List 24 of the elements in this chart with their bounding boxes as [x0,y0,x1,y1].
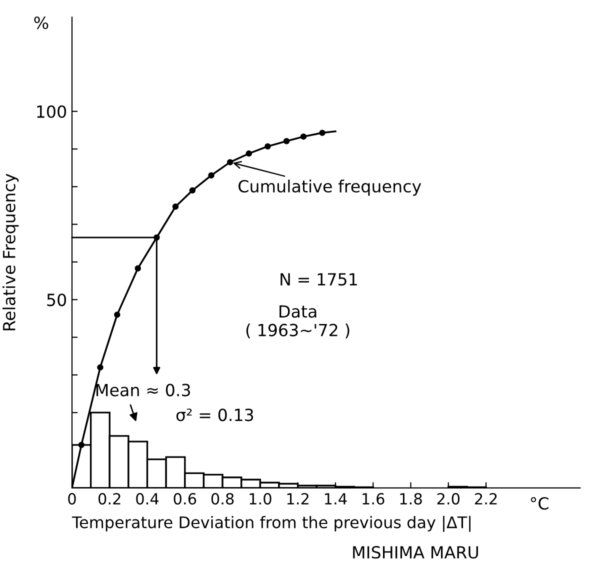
x-tick-label: 0.6 [174,493,196,505]
text: MISHIMA MARU [353,546,478,559]
y-axis-title: Relative Frequency [2,174,19,330]
x-tick-label: 1.0 [250,493,272,505]
annotation: N = 1751 [280,273,357,286]
x-tick-label: 0.4 [136,493,159,505]
text: % [34,16,48,30]
x-tick-label: 2.2 [475,493,497,504]
y-tick-label: 50 [47,294,66,306]
x-tick-label: 1.6 [362,493,384,505]
legend-label: Cumulative frequency [238,180,422,196]
annotation: Mean ≈ 0.3 [96,384,190,396]
annotation: Data ( 1963~'72 ) [246,305,350,338]
x-tick-label: 1.8 [400,493,422,505]
x-tick-label: 0 [68,493,76,505]
y-tick-label: 100 [37,105,66,118]
x-tick-label: 1.2 [287,493,308,504]
text: °C [530,497,548,510]
x-tick-label: 2.0 [437,493,460,505]
x-axis-title: Temperature Deviation from the previous day |ΔT| [72,516,470,532]
annotation: σ² = 0.13 [176,408,254,422]
x-tick-label: 1.4 [325,493,347,504]
x-tick-label: 0.8 [211,493,234,505]
x-tick-label: 0.2 [98,493,120,505]
